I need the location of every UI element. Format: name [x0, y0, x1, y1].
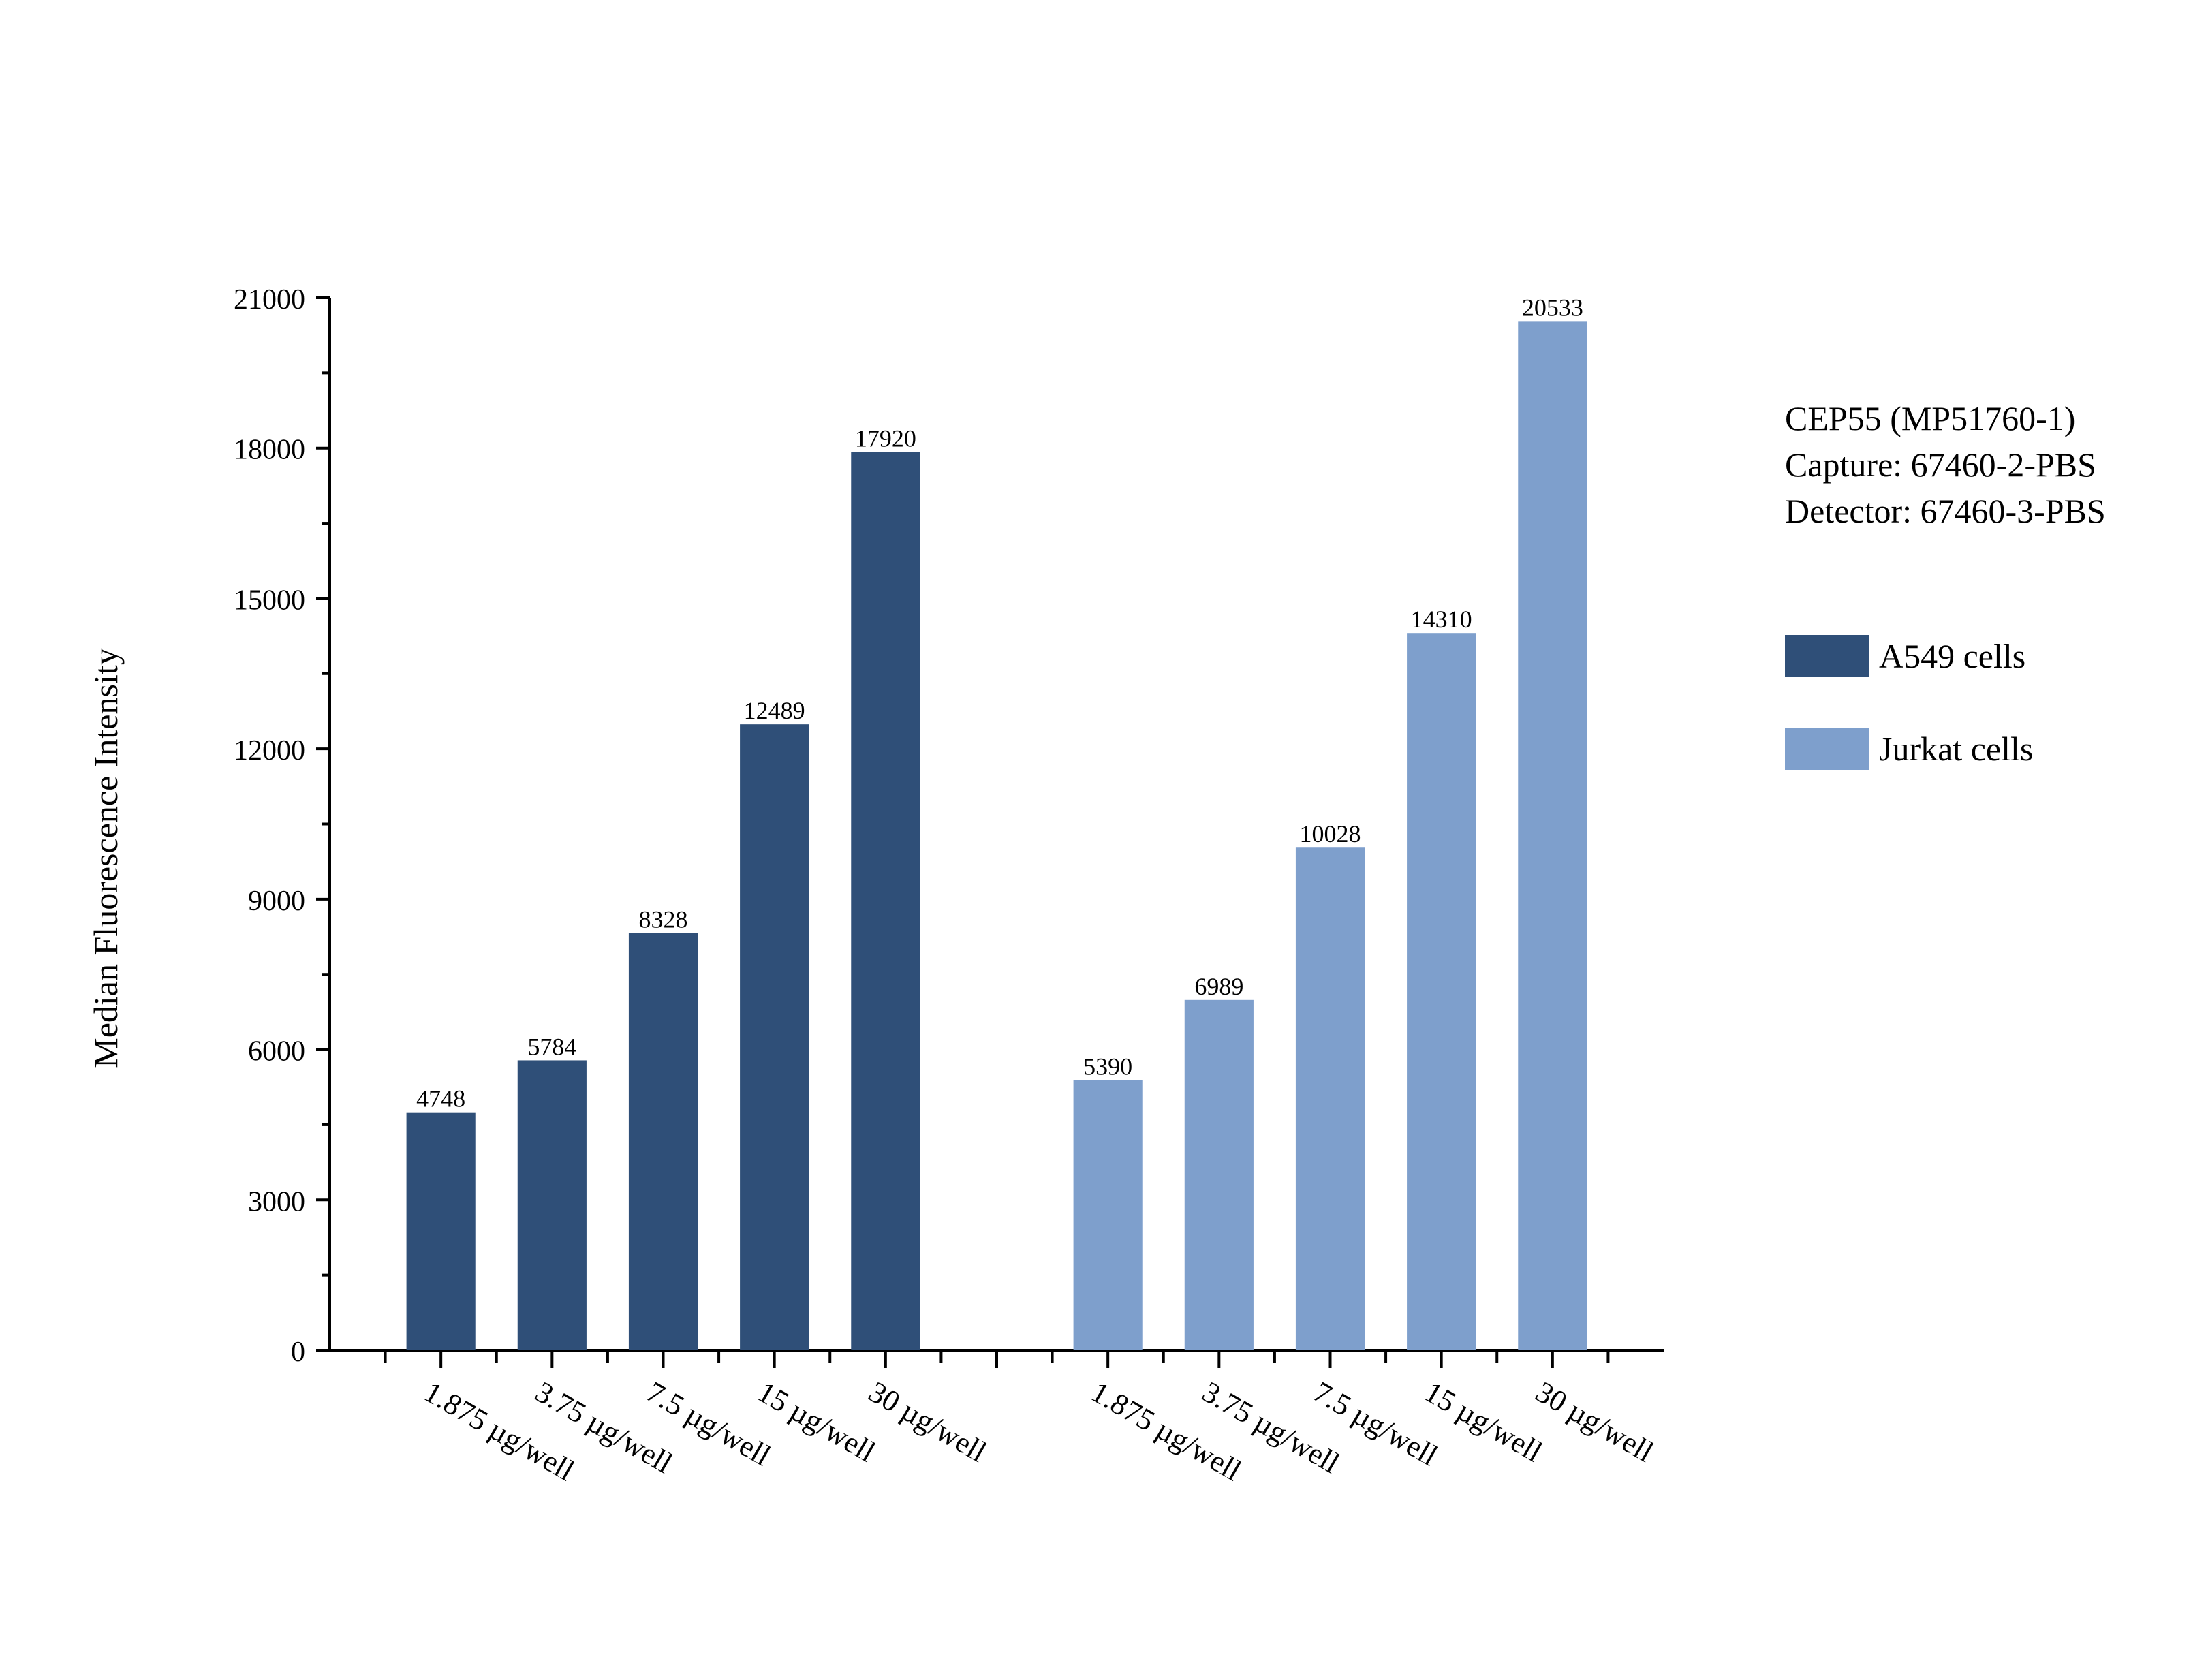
- bar: [1184, 999, 1254, 1350]
- axes-layer: 0 3000 6000 9000 12000 15000 18000 21000 Median …: [87, 284, 1664, 1368]
- assay-target-label: CEP55 (MP51760-1): [1785, 399, 2076, 437]
- bar-value-label: 5390: [1083, 1053, 1132, 1080]
- assay-info: CEP55 (MP51760-1) Capture: 67460-2-PBS D…: [1785, 395, 2106, 534]
- x-tick-label: 30 µg/well: [863, 1375, 992, 1469]
- bar-value-label: 6989: [1194, 973, 1243, 1000]
- y-tick-label: 21000: [234, 284, 305, 315]
- y-tick-label: 3000: [248, 1186, 305, 1217]
- bar-value-label: 10028: [1300, 820, 1361, 847]
- bar-value-label: 5784: [527, 1033, 576, 1060]
- y-tick-label: 15000: [234, 585, 305, 616]
- bar-value-label: 17920: [855, 425, 916, 452]
- bar: [1295, 847, 1365, 1350]
- bar: [1407, 633, 1476, 1350]
- bar: [740, 724, 809, 1350]
- bar: [517, 1060, 587, 1350]
- bar: [1518, 321, 1587, 1350]
- bar-value-label: 12489: [744, 697, 805, 724]
- legend-label-a549: A549 cells: [1879, 637, 2026, 675]
- bar-value-label: 14310: [1411, 606, 1472, 633]
- x-tick-label: 30 µg/well: [1530, 1375, 1659, 1469]
- legend-label-jurkat: Jurkat cells: [1879, 730, 2034, 768]
- bar: [1073, 1080, 1143, 1350]
- y-tick-label: 9000: [248, 886, 305, 917]
- y-tick-label: 12000: [234, 735, 305, 766]
- bar-value-label: 4748: [416, 1085, 465, 1113]
- bar: [628, 933, 698, 1350]
- x-tick-label: 15 µg/well: [752, 1375, 881, 1469]
- bar: [406, 1112, 476, 1350]
- bar-value-label: 8328: [639, 905, 688, 933]
- y-axis-title: Median Fluorescence Intensity: [87, 648, 125, 1068]
- capture-antibody-label: Capture: 67460-2-PBS: [1785, 446, 2096, 484]
- bar: [851, 452, 920, 1350]
- bars-layer: [406, 321, 1587, 1350]
- legend-swatch-jurkat: [1785, 728, 1869, 770]
- y-tick-label: 18000: [234, 435, 305, 466]
- y-tick-label: 6000: [248, 1036, 305, 1068]
- bar-value-label: 20533: [1522, 294, 1583, 321]
- x-tick-label: 15 µg/well: [1419, 1375, 1548, 1469]
- y-tick-label: 0: [291, 1337, 305, 1368]
- legend-swatch-a549: [1785, 635, 1869, 677]
- detector-antibody-label: Detector: 67460-3-PBS: [1785, 492, 2106, 530]
